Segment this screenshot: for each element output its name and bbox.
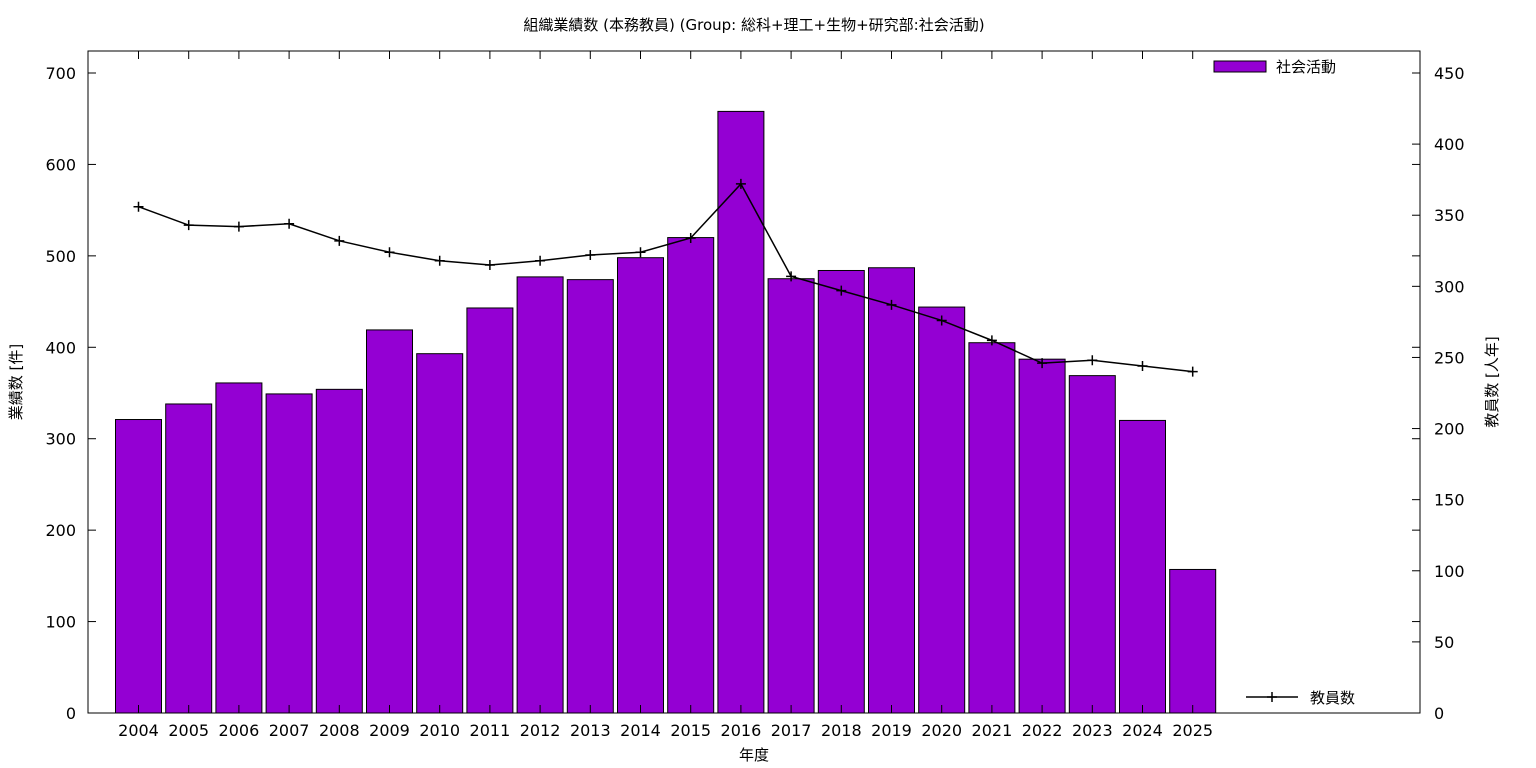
x-tick-label: 2019: [871, 721, 912, 740]
right-tick-label: 250: [1434, 348, 1465, 367]
left-tick-label: 400: [45, 338, 76, 357]
line-group: [133, 178, 1198, 377]
x-tick-label: 2017: [771, 721, 812, 740]
bar-2019: [868, 267, 915, 714]
teacher-point-2024: [1137, 360, 1148, 371]
x-tick-label: 2018: [821, 721, 862, 740]
teacher-point-2022: [1037, 358, 1048, 369]
right-tick-label: 200: [1434, 420, 1465, 439]
legend-bar-swatch: [1213, 60, 1267, 73]
teacher-point-2023: [1087, 355, 1098, 366]
bar-2021: [968, 342, 1016, 714]
x-tick-label: 2006: [219, 721, 260, 740]
bar-2013: [566, 279, 614, 714]
legend-line-entry: 教員数: [1246, 689, 1355, 707]
right-tick-label: 0: [1434, 704, 1444, 723]
bar-2005: [165, 403, 213, 714]
bar-2006: [215, 382, 263, 714]
left-tick-label: 300: [45, 430, 76, 449]
right-tick-label: 400: [1434, 135, 1465, 154]
right-tick-label: 350: [1434, 206, 1465, 225]
x-tick-label: 2020: [921, 721, 962, 740]
bar-2018: [817, 269, 865, 714]
bar-2012: [516, 276, 564, 714]
teacher-point-2018: [836, 285, 847, 296]
teacher-point-2017: [786, 271, 797, 282]
x-tick-label: 2010: [419, 721, 460, 740]
teacher-point-2025: [1187, 366, 1198, 377]
bar-2011: [466, 307, 514, 714]
x-axis: 2004 2005 2006 2007 2008 2009 2010 2011 2012 2013…: [118, 51, 1213, 740]
x-tick-label: 2023: [1072, 721, 1113, 740]
x-tick-label: 2022: [1022, 721, 1063, 740]
right-tick-label: 450: [1434, 64, 1465, 83]
teacher-point-2020: [936, 315, 947, 326]
x-tick-label: 2014: [620, 721, 661, 740]
teacher-point-2016: [735, 178, 746, 189]
teacher-point-2010: [434, 255, 445, 266]
teacher-count-line: [138, 182, 1193, 373]
x-tick-label: 2011: [470, 721, 511, 740]
teacher-point-2008: [334, 235, 345, 246]
bar-2025: [1169, 568, 1217, 714]
bar-2014: [617, 257, 664, 714]
x-tick-label: 2021: [972, 721, 1013, 740]
teacher-point-2015: [685, 232, 696, 243]
bar-group: [115, 110, 1217, 714]
teacher-point-2012: [535, 255, 546, 266]
legend-bar-entry: 社会活動: [1213, 58, 1336, 76]
x-tick-label: 2005: [168, 721, 209, 740]
teacher-point-2014: [635, 247, 646, 258]
right-tick-label: 300: [1434, 277, 1465, 296]
bar-2023: [1068, 375, 1116, 714]
x-tick-label: 2012: [520, 721, 561, 740]
teacher-point-2011: [484, 260, 495, 270]
x-tick-label: 2025: [1172, 721, 1213, 740]
right-tick-label: 150: [1434, 491, 1465, 510]
y2-axis-label: 教員数 [人年]: [1483, 336, 1501, 427]
bar-2004: [115, 419, 162, 714]
bar-2024: [1119, 419, 1166, 714]
teacher-point-2013: [585, 250, 596, 261]
left-tick-label: 700: [45, 64, 76, 83]
teacher-point-2009: [384, 247, 395, 258]
bar-2009: [366, 329, 413, 714]
right-axis: 0 50 100 150 200 250 300 350 400 450: [1412, 64, 1465, 723]
legend-bar-label: 社会活動: [1276, 58, 1336, 76]
x-tick-label: 2009: [369, 721, 410, 740]
bar-2010: [416, 353, 464, 714]
legend-line-label: 教員数: [1310, 689, 1355, 707]
left-tick-label: 500: [45, 247, 76, 266]
y-axis-label: 業績数 [件]: [7, 344, 25, 420]
chart-title: 組織業績数 (本務教員) (Group: 総科+理工+生物+研究部:社会活動): [523, 16, 984, 34]
left-tick-label: 100: [45, 613, 76, 632]
x-tick-label: 2008: [319, 721, 360, 740]
x-tick-label: 2016: [721, 721, 762, 740]
teacher-point-2021: [986, 335, 997, 346]
right-tick-label: 100: [1434, 562, 1465, 581]
left-tick-label: 600: [45, 155, 76, 174]
teacher-point-2007: [284, 218, 295, 229]
left-tick-label: 0: [66, 704, 76, 723]
bar-2020: [918, 306, 966, 714]
teacher-point-2004: [133, 201, 144, 212]
x-tick-label: 2015: [670, 721, 711, 740]
bar-2017: [767, 278, 815, 714]
teacher-point-2006: [233, 221, 244, 232]
bar-2022: [1018, 358, 1066, 714]
x-tick-label: 2024: [1122, 721, 1163, 740]
x-axis-label: 年度: [739, 746, 769, 764]
x-tick-label: 2004: [118, 721, 159, 740]
bar-2015: [667, 237, 715, 714]
teacher-point-2005: [183, 220, 194, 231]
bar-2008: [315, 388, 363, 714]
teacher-point-2019: [886, 299, 897, 310]
x-tick-label: 2007: [269, 721, 310, 740]
left-tick-label: 200: [45, 521, 76, 540]
x-tick-label: 2013: [570, 721, 611, 740]
right-tick-label: 50: [1434, 633, 1454, 652]
plot-frame: [87, 50, 1421, 714]
bar-2007: [265, 393, 313, 714]
